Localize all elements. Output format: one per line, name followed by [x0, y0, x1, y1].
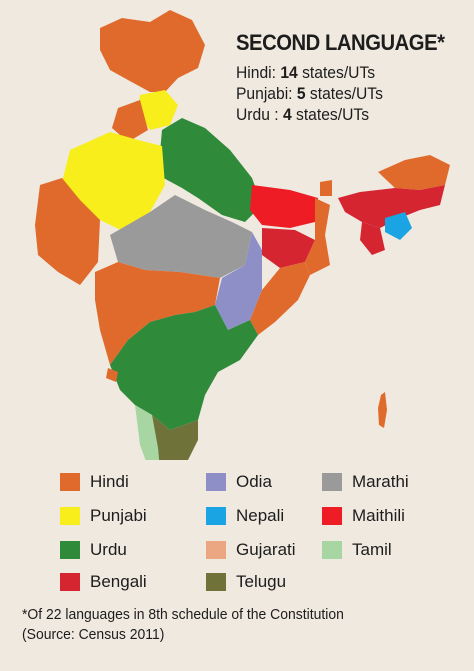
legend-item-urdu: Urdu — [60, 538, 127, 562]
legend-label: Tamil — [352, 540, 392, 559]
legend-item-maithili: Maithili — [322, 504, 405, 528]
legend-label: Nepali — [236, 506, 285, 525]
legend-label: Urdu — [90, 540, 127, 559]
legend-item-nepali: Nepali — [206, 504, 284, 528]
legend-swatch — [206, 507, 226, 525]
legend-label: Marathi — [352, 472, 409, 491]
legend-swatch — [206, 541, 226, 559]
stat-urdu: Urdu : 4 states/UTs — [236, 104, 449, 125]
region-maharashtra — [95, 262, 220, 365]
legend-label: Hindi — [90, 472, 129, 491]
legend-item-odia: Odia — [206, 470, 272, 494]
legend-label: Telugu — [236, 572, 287, 591]
region-andaman — [378, 392, 387, 428]
map-title: SECOND LANGUAGE* — [236, 30, 445, 55]
region-tamil-nadu — [152, 415, 198, 460]
legend-item-telugu: Telugu — [206, 570, 286, 594]
region-madhya-pradesh — [110, 195, 252, 278]
stat-punjabi: Punjabi: 5 states/UTs — [236, 83, 449, 104]
legend-label: Bengali — [90, 572, 147, 591]
legend-swatch — [322, 507, 342, 525]
legend-swatch — [206, 573, 226, 591]
region-jharkhand — [262, 228, 315, 268]
region-goa — [106, 368, 118, 382]
legend-swatch — [60, 541, 80, 559]
stat-language: Punjabi — [236, 84, 289, 103]
region-west-bengal — [305, 198, 330, 275]
legend-item-gujarati: Gujarati — [206, 538, 296, 562]
region-punjab — [112, 100, 148, 142]
region-chhattisgarh — [215, 232, 262, 330]
region-tripura-mizoram — [360, 222, 385, 255]
legend-item-hindi: Hindi — [60, 470, 129, 494]
legend-label: Maithili — [352, 506, 405, 525]
region-odisha — [250, 262, 310, 335]
stat-count: 4 — [282, 105, 292, 124]
region-gujarat — [35, 178, 100, 285]
legend-label: Odia — [236, 472, 272, 491]
stat-unit: states/UTs — [297, 63, 376, 82]
stat-language: Hindi — [236, 63, 272, 82]
stat-hindi: Hindi: 14 states/UTs — [236, 62, 449, 83]
legend-swatch — [60, 507, 80, 525]
stat-sep: : — [288, 84, 297, 103]
stat-count: 5 — [296, 84, 306, 103]
footnote: *Of 22 languages in 8th schedule of the … — [22, 605, 431, 645]
region-jammu-kashmir — [100, 10, 205, 92]
legend: Hindi Punjabi Urdu Bengali Odia Nepali G… — [60, 470, 470, 600]
stat-unit: states/UTs — [291, 105, 370, 124]
legend-label: Gujarati — [236, 540, 296, 559]
legend-label: Punjabi — [90, 506, 147, 525]
stat-sep: : — [271, 63, 281, 82]
legend-item-tamil: Tamil — [322, 538, 392, 562]
footnote-text: *Of 22 languages in 8th schedule of the … — [22, 606, 344, 623]
region-bihar — [250, 185, 318, 228]
legend-item-marathi: Marathi — [322, 470, 409, 494]
region-deccan — [110, 305, 258, 430]
region-arunachal — [378, 155, 450, 190]
india-map — [35, 10, 450, 460]
stat-count: 14 — [280, 63, 298, 82]
region-meghalaya — [385, 212, 412, 240]
region-kerala — [135, 405, 160, 460]
legend-swatch — [322, 473, 342, 491]
stat-unit: states/UTs — [305, 84, 383, 103]
legend-item-bengali: Bengali — [60, 570, 147, 594]
stat-sep: : — [269, 105, 283, 124]
legend-swatch — [206, 473, 226, 491]
region-himachal-pradesh — [138, 90, 178, 130]
region-sikkim — [320, 180, 332, 196]
stat-language: Urdu — [236, 105, 270, 124]
region-assam — [338, 185, 445, 228]
source-text: (Source: Census 2011) — [22, 626, 165, 643]
legend-swatch — [60, 473, 80, 491]
legend-swatch — [60, 573, 80, 591]
title-block: SECOND LANGUAGE* Hindi: 14 states/UTs Pu… — [236, 30, 468, 125]
legend-swatch — [322, 541, 342, 559]
region-uttar-pradesh — [158, 118, 262, 222]
legend-item-punjabi: Punjabi — [60, 504, 147, 528]
